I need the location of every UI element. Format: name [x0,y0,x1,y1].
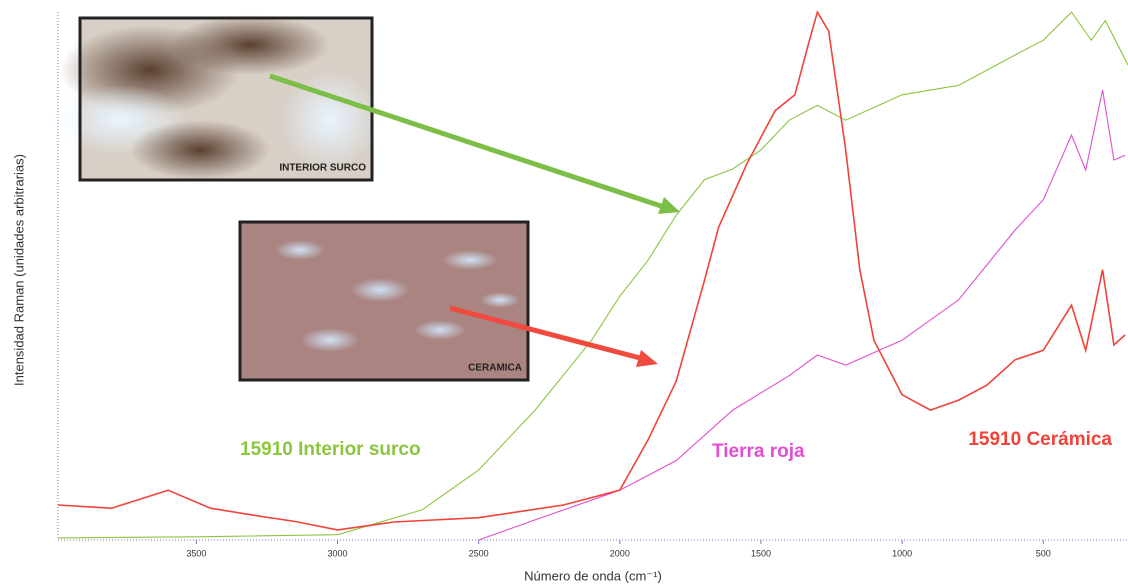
x-tick-label: 3000 [327,548,347,558]
inset-photo: CERAMICA [240,222,528,380]
x-tick-label: 2500 [469,548,489,558]
inset-label: CERAMICA [468,363,522,374]
series-line [479,90,1125,540]
series-label: 15910 Interior surco [240,439,421,460]
page: {"chart_data": { "type": "line", "x_labe… [0,0,1128,587]
y-axis-title: Intensidad Raman (unidades arbitrarias) [11,154,26,386]
series-label: Tierra roja [712,441,805,462]
x-tick-label: 1500 [751,548,771,558]
x-tick-label: 1000 [892,548,912,558]
series-label: 15910 Cerámica [968,429,1112,450]
x-tick-label: 500 [1036,548,1051,558]
inset-label: INTERIOR SURCO [279,163,366,174]
x-tick-label: 2000 [610,548,630,558]
x-tick-label: 3500 [186,548,206,558]
chart: Número de onda (cm⁻¹) Intensidad Raman (… [0,0,1128,587]
x-axis-title: Número de onda (cm⁻¹) [524,568,662,583]
